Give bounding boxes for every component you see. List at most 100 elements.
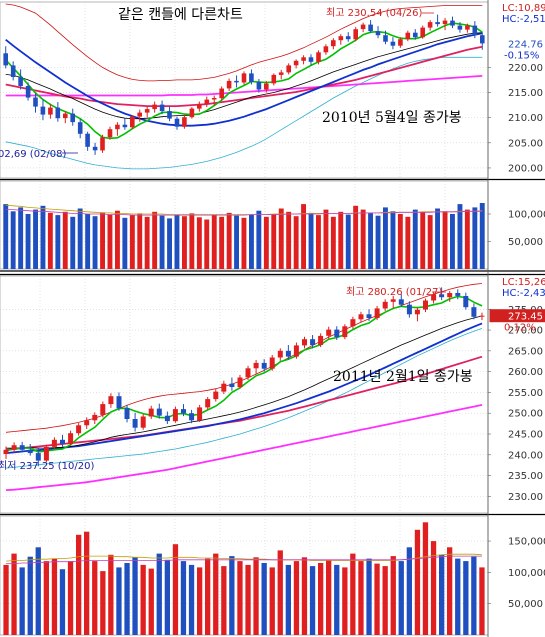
candle-body <box>256 82 262 90</box>
candle-body <box>51 439 57 447</box>
volume-bar <box>263 216 269 270</box>
volume-bar <box>278 208 284 269</box>
volume-bar <box>269 567 275 635</box>
volume-bar <box>479 567 485 635</box>
panel-1 <box>0 1 491 179</box>
volume-bar <box>334 564 340 635</box>
volume-bar <box>35 547 41 635</box>
volume-bar <box>390 211 396 270</box>
candle-body <box>271 74 277 84</box>
volume-bar <box>439 554 445 635</box>
volume-bar <box>253 557 259 635</box>
volume-bar <box>188 564 195 635</box>
candle-body <box>350 319 356 327</box>
y-tick-label: 50,000 <box>508 599 543 610</box>
volume-bar <box>148 568 154 635</box>
volume-bar <box>40 205 46 270</box>
candle-body <box>442 20 448 25</box>
volume-bar <box>368 212 373 269</box>
candle-body <box>285 350 291 357</box>
candle-body <box>19 445 25 450</box>
candle-body <box>331 40 336 47</box>
volume-bar <box>471 556 477 635</box>
candle-body <box>25 86 31 98</box>
candle-body <box>323 46 329 53</box>
volume-bar <box>221 566 227 635</box>
volume-bar <box>326 559 332 635</box>
candle-body <box>326 329 332 336</box>
candle-body <box>189 413 195 421</box>
candle-body <box>406 304 412 315</box>
candle-body <box>148 408 154 417</box>
candle-body <box>302 339 307 346</box>
candle-body <box>264 83 269 90</box>
panel-3 <box>0 275 491 514</box>
volume-bar <box>472 207 478 269</box>
volume-bar <box>107 214 113 269</box>
candle-body <box>383 35 388 42</box>
ma60-line <box>5 32 483 127</box>
candle-body <box>33 97 38 107</box>
volume-bar <box>197 567 203 635</box>
candle-body <box>457 25 463 30</box>
y-tick-label: 210.00 <box>508 113 543 124</box>
volume-bar <box>62 211 68 269</box>
candle-body <box>3 449 9 454</box>
y-tick-label: 250.00 <box>508 409 543 420</box>
volume-bar <box>180 561 187 635</box>
volume-ma-line-long <box>5 209 483 216</box>
candle-body <box>345 36 351 40</box>
candle-body <box>211 98 217 100</box>
volume-bar <box>375 215 381 269</box>
volume-bar <box>398 561 404 635</box>
volume-bar <box>18 207 24 269</box>
volume-bar <box>330 216 336 270</box>
volume-bar <box>442 211 448 270</box>
candle-body <box>472 25 478 36</box>
y-tick-label: 220.00 <box>508 63 543 74</box>
candle-body <box>479 315 485 317</box>
candle-body <box>318 335 324 345</box>
candle-body <box>174 118 180 127</box>
volume-bar <box>43 561 49 635</box>
candle-body <box>124 408 130 419</box>
candle-body <box>471 307 477 317</box>
candle-body <box>234 80 239 83</box>
candle-body <box>35 453 41 461</box>
candle-body <box>374 308 380 318</box>
volume-bar <box>271 214 277 269</box>
candle-body <box>213 391 219 400</box>
volume-bar <box>211 215 217 269</box>
volume-bar <box>144 216 150 270</box>
ma240-line <box>5 404 483 491</box>
candle-body <box>116 396 122 409</box>
ma5-line <box>5 22 483 140</box>
ma60-line <box>5 322 483 454</box>
candle-body <box>463 296 469 308</box>
ma120-line <box>5 355 483 451</box>
ma20-line <box>6 315 483 449</box>
candle-body <box>334 329 340 338</box>
volume-bar <box>229 556 235 635</box>
volume-bar <box>397 214 403 269</box>
volume-bar <box>159 215 165 269</box>
volume-bar <box>124 563 130 635</box>
high-note-2: 최고 280.26 (01/27) <box>346 286 442 298</box>
y-tick-label: 255.00 <box>508 388 543 399</box>
volume-bar <box>47 212 53 269</box>
candle-body <box>358 314 364 320</box>
last-price-label: 224.76 <box>508 39 543 50</box>
volume-bar <box>19 567 25 635</box>
volume-bar <box>51 558 58 635</box>
y-tick-label: 265.00 <box>508 346 543 357</box>
volume-bar <box>226 212 232 269</box>
low-note-2: 최저 237.25 (10/20) <box>0 460 94 472</box>
candle-body <box>455 293 461 296</box>
volume-bar <box>358 561 364 635</box>
candle-body <box>405 32 411 40</box>
candle-body <box>3 53 8 66</box>
hc-label: HC:-2,51 <box>502 14 545 25</box>
y-tick-label: 205.00 <box>508 138 543 149</box>
candle-body <box>375 31 381 36</box>
